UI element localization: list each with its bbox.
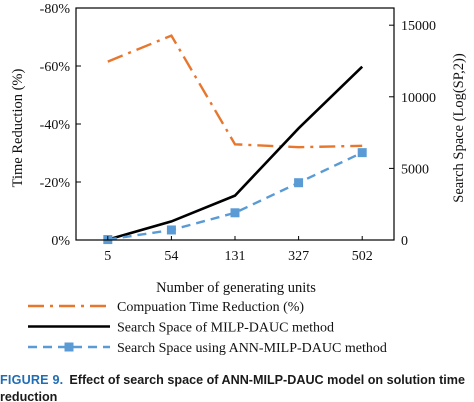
- y-left-tick-label: -20%: [40, 176, 71, 191]
- series-line-2: [107, 65, 364, 241]
- legend: Compuation Time Reduction (%) Search Spac…: [28, 300, 387, 356]
- legend-label-1: Compuation Time Reduction (%): [117, 300, 304, 315]
- x-tick-label: 502: [352, 249, 373, 264]
- series-point-3: [294, 178, 304, 188]
- x-axis-label: Number of generating units: [156, 280, 316, 296]
- legend-label-3: Search Space using ANN-MILP-DAUC method: [117, 341, 387, 356]
- series-layer: [103, 34, 367, 245]
- series-line-1: [107, 34, 363, 149]
- y-left-tick-label: -60%: [40, 60, 71, 75]
- y-left-tick-label: -80%: [40, 2, 71, 17]
- figure-number: FIGURE 9.: [0, 373, 64, 387]
- legend-marker-3: [64, 342, 74, 352]
- series-point-3: [230, 208, 240, 218]
- series-point-3: [357, 148, 367, 158]
- y-right-tick-label: 15000: [401, 19, 436, 34]
- figure-caption-text: Effect of search space of ANN-MILP-DAUC …: [0, 373, 465, 402]
- x-tick-label: 5: [104, 249, 111, 264]
- x-tick-label: 327: [288, 249, 309, 264]
- y-right-tick-label: 0: [401, 234, 408, 249]
- y-right-tick-label: 10000: [401, 91, 436, 106]
- series-point-3: [166, 225, 176, 235]
- y-left-tick-label: 0%: [51, 234, 70, 249]
- y-axis-left-label: Time Reduction (%): [10, 68, 26, 187]
- x-tick-label: 131: [225, 249, 246, 264]
- legend-label-2: Search Space of MILP-DAUC method: [117, 321, 334, 336]
- figure-caption: FIGURE 9. Effect of search space of ANN-M…: [0, 372, 474, 402]
- x-tick-label: 54: [164, 249, 178, 264]
- y-axis-right-label: Search Space (Log(SP,2)): [451, 53, 467, 203]
- y-right-tick-label: 5000: [401, 162, 429, 177]
- y-left-tick-label: -40%: [40, 118, 71, 133]
- plot-frame: [75, 7, 395, 241]
- axes: -80% -60% -40% -20% 0% 0 5000 10000 15000 5 54 131 3…: [40, 2, 436, 264]
